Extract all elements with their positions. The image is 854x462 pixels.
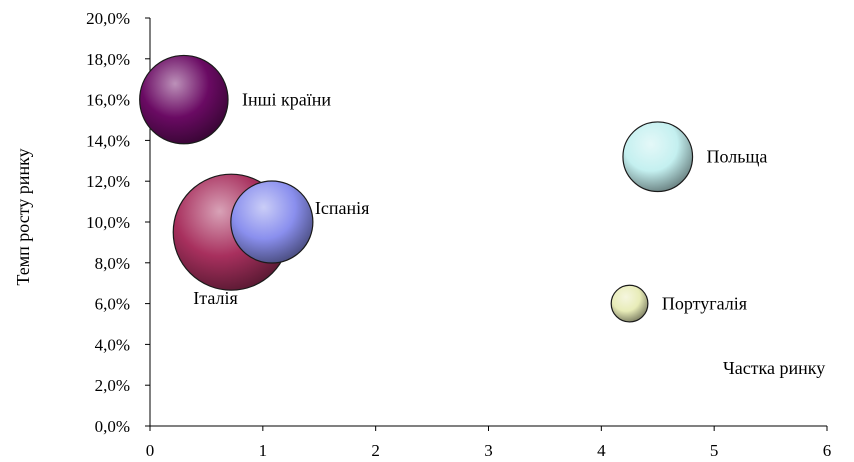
bubble-labels: Інші країни Італія Іспанія Польща Португалія: [193, 90, 767, 314]
y-tick-label: 14,0%: [86, 131, 130, 150]
axes: 0,0% 2,0% 4,0% 6,0% 8,0% 10,0% 12,0% 14,0% 16,0%…: [86, 9, 831, 460]
x-tick-label: 3: [484, 441, 493, 460]
x-tick-label: 4: [597, 441, 606, 460]
y-tick-label: 2,0%: [95, 376, 130, 395]
bubbles: [139, 54, 694, 323]
y-tick-label: 12,0%: [86, 172, 130, 191]
y-tick-label: 18,0%: [86, 50, 130, 69]
bubble-0: [139, 54, 229, 145]
x-tick-label: 6: [823, 441, 832, 460]
x-tick-label: 5: [710, 441, 719, 460]
bubble-label: Польща: [707, 147, 768, 167]
y-tick-label: 20,0%: [86, 9, 130, 28]
x-tick-label: 0: [146, 441, 155, 460]
x-tick-label: 2: [371, 441, 380, 460]
bubble-label: Португалія: [662, 294, 747, 314]
y-tick-label: 10,0%: [86, 213, 130, 232]
bubble-3: [622, 121, 694, 193]
x-tick-label: 1: [259, 441, 268, 460]
bubble-2: [230, 180, 314, 264]
bubble-label: Італія: [193, 288, 238, 308]
y-tick-label: 6,0%: [95, 295, 130, 314]
bubble-label: Іспанія: [315, 198, 370, 218]
y-axis-label: Темп росту ринку: [13, 148, 33, 285]
bubble-label: Інші країни: [242, 90, 331, 110]
y-tick-label: 0,0%: [95, 417, 130, 436]
x-axis-label: Частка ринку: [723, 358, 825, 378]
y-tick-label: 16,0%: [86, 91, 130, 110]
y-tick-label: 8,0%: [95, 254, 130, 273]
bubble-4: [610, 284, 649, 323]
y-tick-label: 4,0%: [95, 335, 130, 354]
